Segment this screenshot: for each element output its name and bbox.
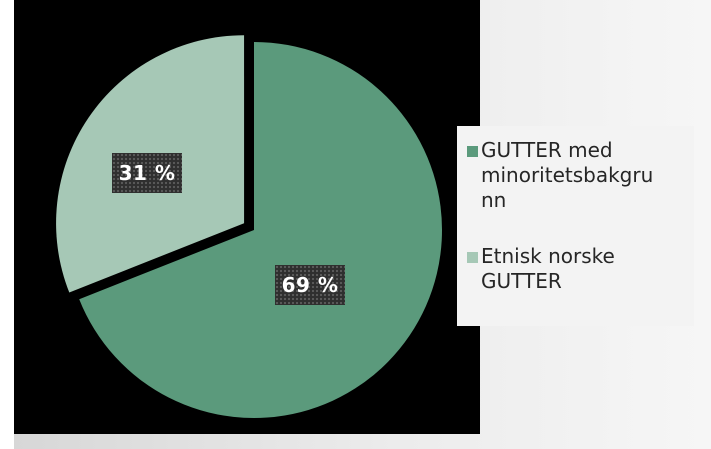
pie-chart [14,0,480,434]
data-label-ethnic-norwegian: 31 % [112,153,182,193]
legend: GUTTER med minoritetsbakgru nn Etnisk no… [457,126,694,326]
legend-item-ethnic-norwegian: Etnisk norske GUTTER [467,244,687,294]
legend-swatch-minority [467,146,478,157]
legend-swatch-ethnic-norwegian [467,252,478,263]
data-label-minority: 69 % [275,265,345,305]
legend-label-ethnic-norwegian: Etnisk norske GUTTER [467,244,687,294]
legend-label-minority: GUTTER med minoritetsbakgru nn [467,138,687,213]
legend-item-minority: GUTTER med minoritetsbakgru nn [467,138,687,213]
